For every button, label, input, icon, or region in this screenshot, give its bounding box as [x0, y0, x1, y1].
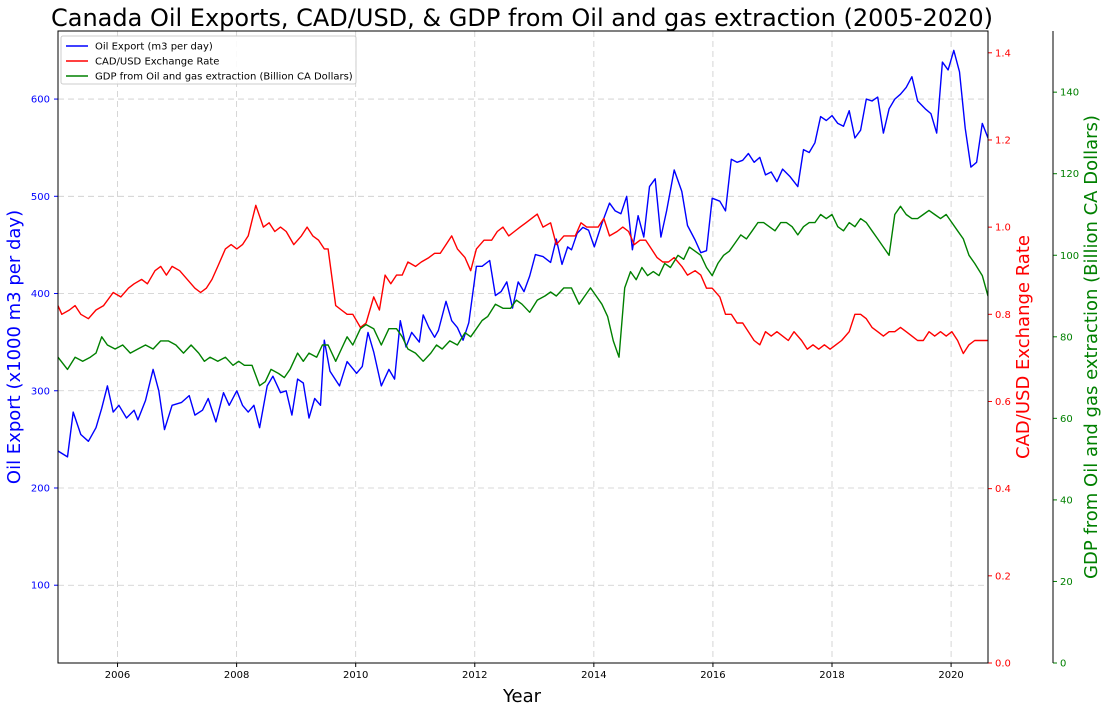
far-right-y-tick-label: 120: [1060, 169, 1079, 180]
right-y-tick-label: 1.4: [995, 48, 1011, 59]
axes: 2006 2008 2010 2012 2014 2016 2018 202010020030…: [4, 30, 1102, 681]
x-tick-label: 2010: [343, 670, 368, 681]
x-tick-label: 2012: [462, 670, 487, 681]
left-y-tick-label: 500: [31, 192, 50, 203]
right-y-tick-label: 0.2: [995, 571, 1011, 582]
far-right-y-tick-label: 40: [1060, 495, 1073, 506]
x-tick-label: 2016: [700, 670, 725, 681]
far-right-y-tick-label: 100: [1060, 251, 1079, 262]
right-y-tick-label: 1.2: [995, 135, 1011, 146]
right-y-tick-label: 0.4: [995, 484, 1011, 495]
x-axis-title: Year: [502, 686, 542, 707]
far-right-y-tick-label: 140: [1060, 88, 1079, 99]
series-lines: [58, 49, 988, 458]
grid: [58, 31, 988, 663]
x-tick-label: 2018: [819, 670, 844, 681]
left-y-tick-label: 100: [31, 581, 50, 592]
right-y-axis-title: CAD/USD Exchange Rate: [1013, 235, 1034, 459]
left-y-axis-title: Oil Export (x1000 m3 per day): [4, 210, 25, 484]
x-tick-label: 2020: [938, 670, 963, 681]
x-tick-label: 2006: [105, 670, 130, 681]
series-line-2: [58, 205, 988, 387]
right-y-tick-label: 0.8: [995, 310, 1011, 321]
far-right-y-tick-label: 0: [1060, 659, 1066, 670]
chart-title: Canada Oil Exports, CAD/USD, & GDP from …: [51, 4, 993, 32]
x-tick-label: 2008: [224, 670, 249, 681]
legend-box: [60, 35, 357, 85]
series-line-1: [58, 204, 988, 355]
legend-entry: GDP from Oil and gas extraction (Billion…: [95, 72, 353, 83]
legend-entry: CAD/USD Exchange Rate: [95, 57, 219, 68]
left-y-tick-label: 600: [31, 95, 50, 106]
right-y-tick-label: 0.6: [995, 397, 1011, 408]
legend-entry: Oil Export (m3 per day): [95, 42, 213, 53]
right-y-tick-label: 0.0: [995, 659, 1011, 670]
x-tick-label: 2014: [581, 670, 606, 681]
far-right-y-axis-title: GDP from Oil and gas extraction (Billion…: [1081, 115, 1102, 579]
far-right-y-tick-label: 20: [1060, 577, 1073, 588]
left-y-tick-label: 200: [31, 483, 50, 494]
far-right-y-tick-label: 60: [1060, 414, 1073, 425]
legend: Oil Export (m3 per day) CAD/USD Exchange …: [60, 35, 357, 85]
left-y-tick-label: 400: [31, 289, 50, 300]
plot-frame: [57, 30, 989, 664]
series-line-0: [58, 49, 988, 458]
far-right-y-tick-label: 80: [1060, 332, 1073, 343]
right-y-tick-label: 1.0: [995, 223, 1011, 234]
left-y-tick-label: 300: [31, 386, 50, 397]
